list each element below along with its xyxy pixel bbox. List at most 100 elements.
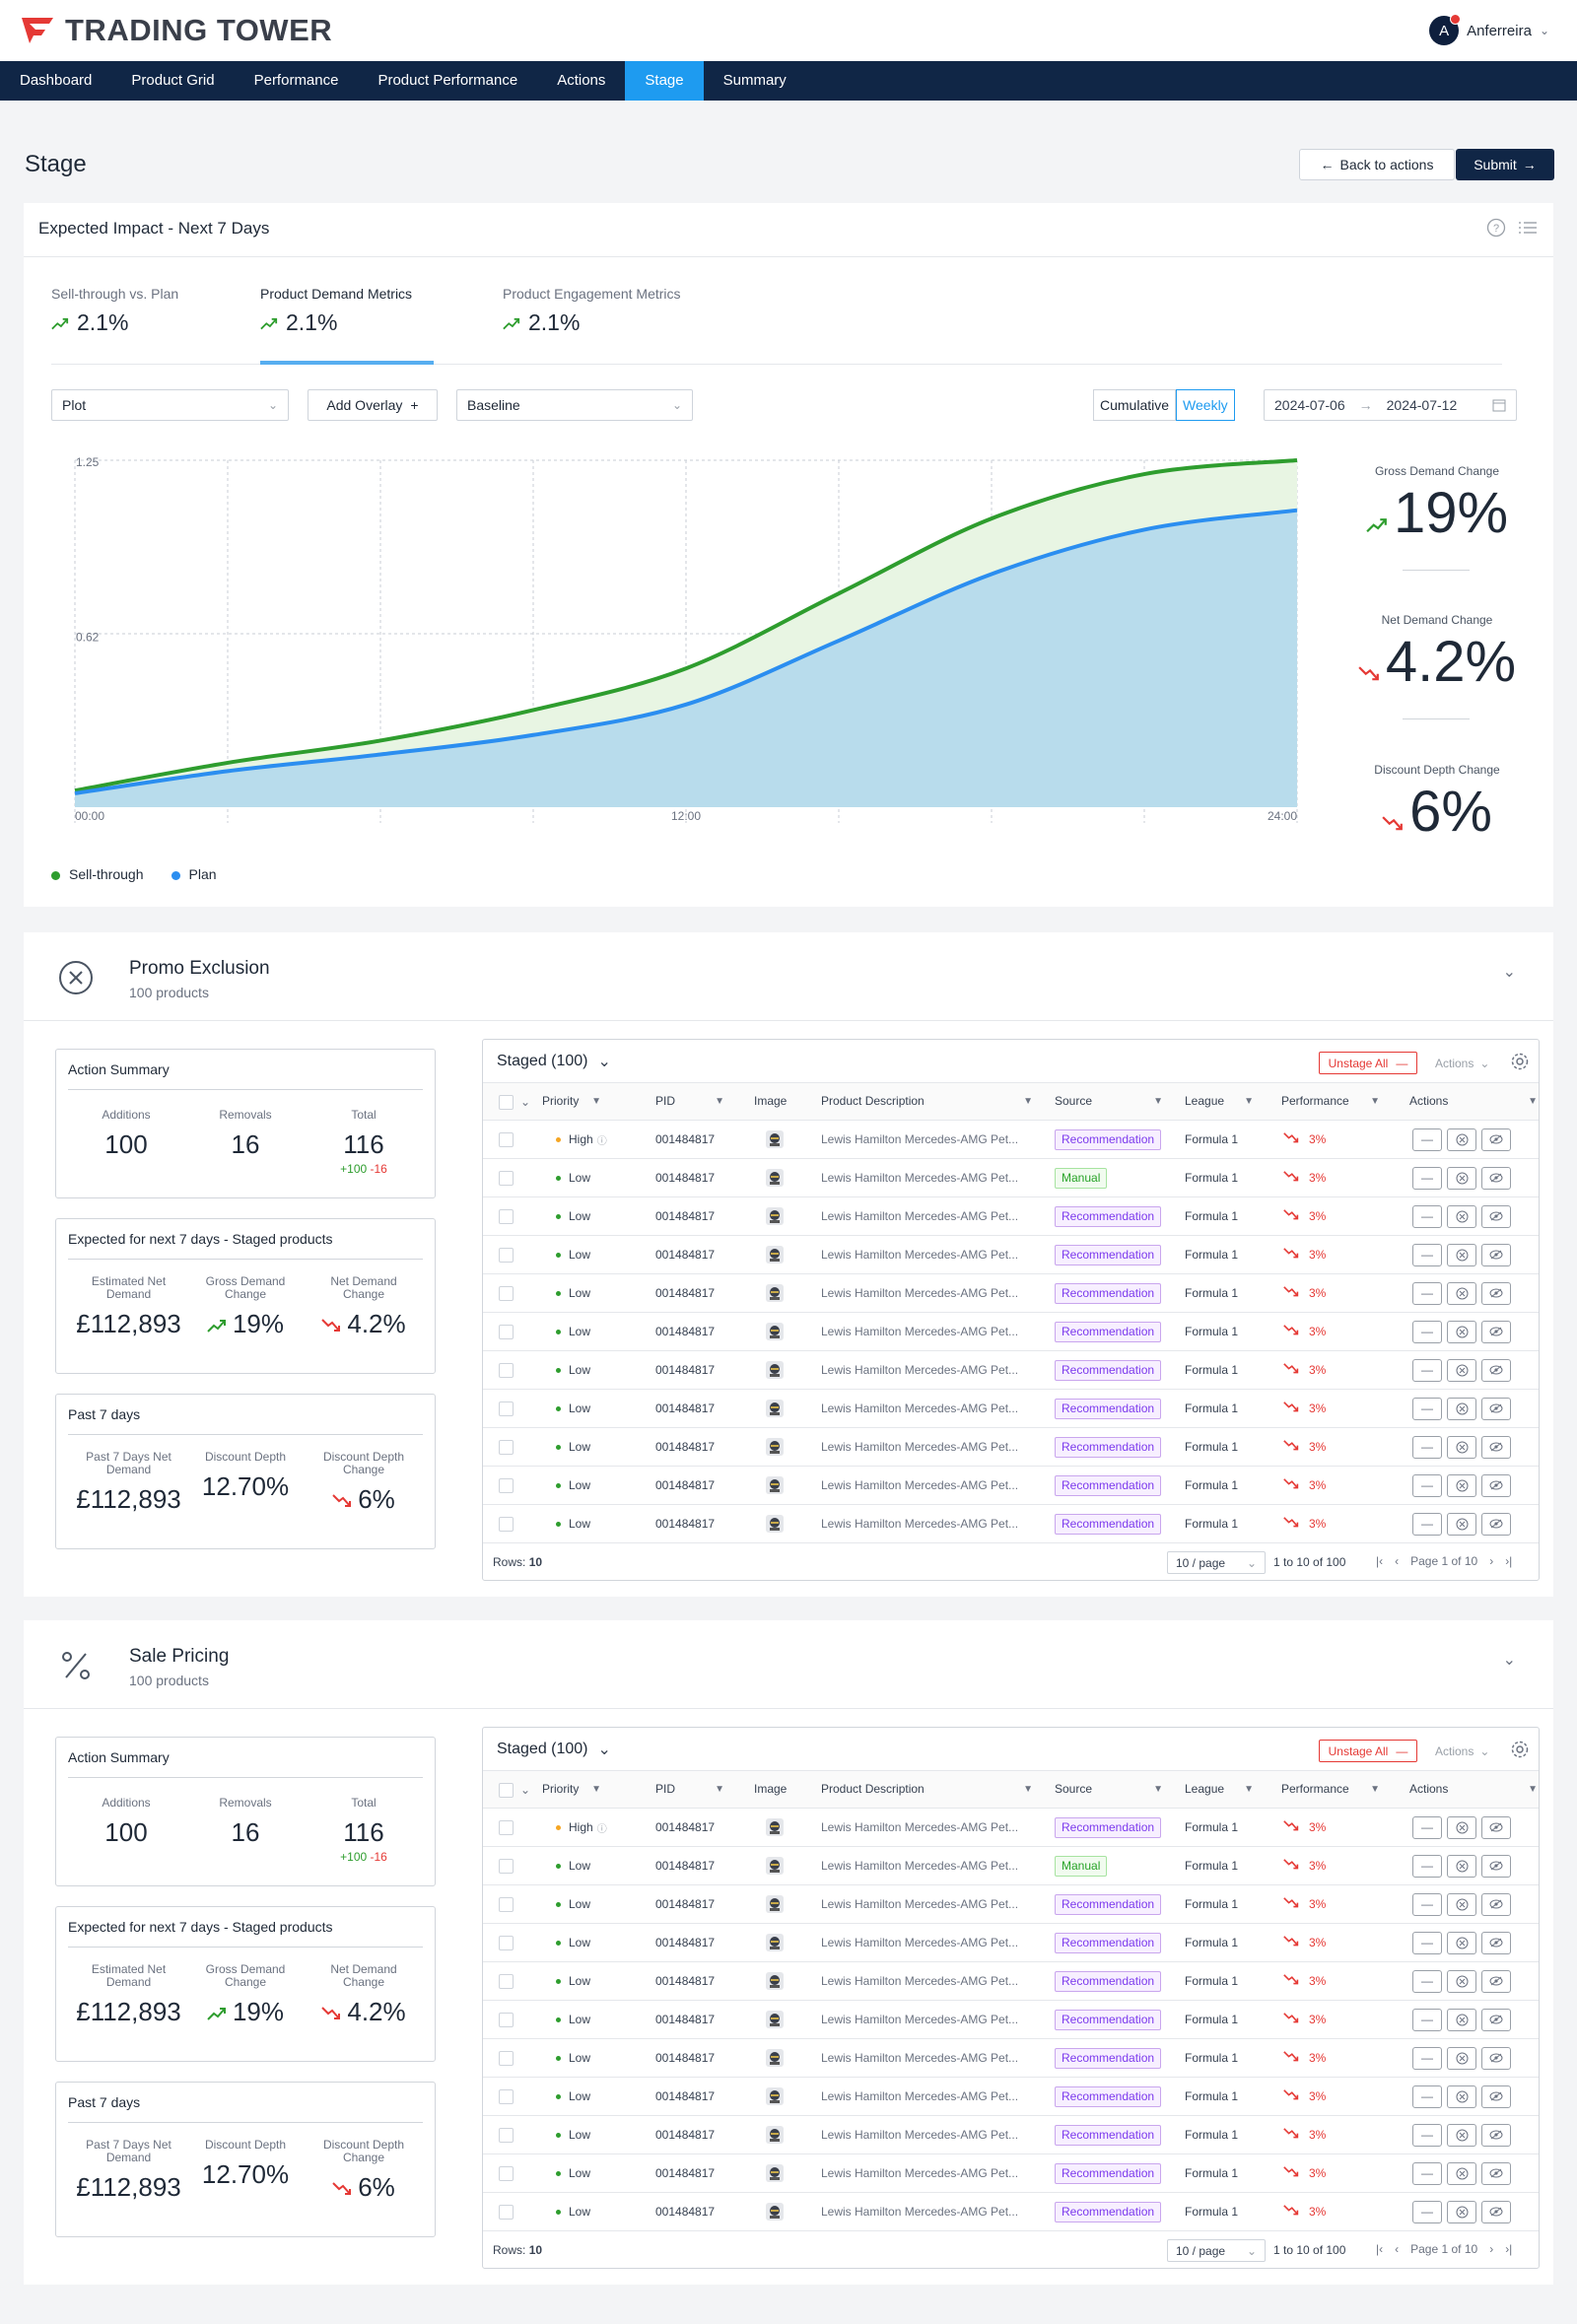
row-checkbox[interactable] xyxy=(499,1351,514,1389)
gear-icon[interactable] xyxy=(1510,1052,1530,1074)
actions-dropdown[interactable]: Actions ⌄ xyxy=(1429,1740,1495,1762)
first-page-icon[interactable]: |‹ xyxy=(1376,2242,1384,2256)
table-row[interactable]: Low 001484817 Lewis Hamilton Mercedes-AMG … xyxy=(483,2116,1539,2154)
first-page-icon[interactable]: |‹ xyxy=(1376,1554,1384,1568)
row-checkbox[interactable] xyxy=(499,1924,514,1961)
column-header[interactable]: PID ▼ xyxy=(655,1771,724,1808)
row-checkbox[interactable] xyxy=(499,2039,514,2077)
minus-button[interactable]: — xyxy=(1412,1281,1442,1305)
hide-button[interactable] xyxy=(1481,2161,1511,2185)
table-row[interactable]: Low 001484817 Lewis Hamilton Mercedes-AMG … xyxy=(483,2193,1539,2231)
table-row[interactable]: Low 001484817 Lewis Hamilton Mercedes-AMG … xyxy=(483,1428,1539,1467)
hide-button[interactable] xyxy=(1481,1931,1511,1954)
exclude-button[interactable] xyxy=(1447,1854,1476,1878)
row-checkbox[interactable] xyxy=(499,1197,514,1235)
nav-item-stage[interactable]: Stage xyxy=(625,61,704,101)
filter-icon[interactable]: ▼ xyxy=(591,1096,601,1107)
hide-button[interactable] xyxy=(1481,1892,1511,1916)
select-all-checkbox[interactable] xyxy=(499,1771,514,1809)
exclude-button[interactable] xyxy=(1447,1435,1476,1459)
nav-item-actions[interactable]: Actions xyxy=(557,72,606,89)
filter-icon[interactable]: ▼ xyxy=(1153,1784,1163,1795)
filter-icon[interactable]: ▼ xyxy=(1244,1096,1254,1107)
minus-button[interactable]: — xyxy=(1412,1243,1442,1266)
baseline-select[interactable]: Baseline ⌄ xyxy=(456,389,693,421)
row-checkbox[interactable] xyxy=(499,1274,514,1312)
exclude-button[interactable] xyxy=(1447,1397,1476,1420)
minus-button[interactable]: — xyxy=(1412,1969,1442,1993)
exclude-button[interactable] xyxy=(1447,2008,1476,2031)
exclude-button[interactable] xyxy=(1447,1969,1476,1993)
column-header[interactable]: Actions ▼ xyxy=(1409,1083,1538,1120)
exclude-button[interactable] xyxy=(1447,1473,1476,1497)
table-row[interactable]: Low 001484817 Lewis Hamilton Mercedes-AMG … xyxy=(483,2154,1539,2193)
column-header[interactable]: Product Description ▼ xyxy=(821,1771,1033,1808)
tab-sell-through[interactable]: Sell-through vs. Plan 2.1% xyxy=(51,286,178,336)
row-checkbox[interactable] xyxy=(499,1428,514,1466)
column-header[interactable]: Image xyxy=(754,1083,798,1120)
minus-button[interactable]: — xyxy=(1412,1815,1442,1839)
column-header[interactable]: Product Description ▼ xyxy=(821,1083,1033,1120)
filter-icon[interactable]: ▼ xyxy=(1023,1784,1033,1795)
column-header[interactable]: Source ▼ xyxy=(1055,1771,1163,1808)
column-header[interactable]: Priority ▼ xyxy=(542,1771,601,1808)
hide-button[interactable] xyxy=(1481,2123,1511,2147)
gear-icon[interactable] xyxy=(1510,1740,1530,1762)
minus-button[interactable]: — xyxy=(1412,2008,1442,2031)
legend-item[interactable]: Sell-through xyxy=(51,866,144,882)
add-overlay-button[interactable]: Add Overlay + xyxy=(308,389,438,421)
exclude-button[interactable] xyxy=(1447,1243,1476,1266)
minus-button[interactable]: — xyxy=(1412,1166,1442,1190)
next-page-icon[interactable]: › xyxy=(1489,1554,1494,1568)
tab-product-demand[interactable]: Product Demand Metrics 2.1% xyxy=(260,286,412,336)
table-row[interactable]: Low 001484817 Lewis Hamilton Mercedes-AMG … xyxy=(483,1197,1539,1236)
hide-button[interactable] xyxy=(1481,1204,1511,1228)
table-row[interactable]: Low 001484817 Lewis Hamilton Mercedes-AMG … xyxy=(483,1885,1539,1924)
list-icon[interactable] xyxy=(1518,218,1538,238)
exclude-button[interactable] xyxy=(1447,2085,1476,2108)
hide-button[interactable] xyxy=(1481,1358,1511,1382)
legend-item[interactable]: Plan xyxy=(171,866,217,882)
info-icon[interactable]: ⓘ xyxy=(596,1135,607,1147)
minus-button[interactable]: — xyxy=(1412,1931,1442,1954)
hide-button[interactable] xyxy=(1481,1435,1511,1459)
hide-button[interactable] xyxy=(1481,1128,1511,1151)
unstage-all-button[interactable]: Unstage All — xyxy=(1319,1740,1417,1762)
table-row[interactable]: Low 001484817 Lewis Hamilton Mercedes-AMG … xyxy=(483,1274,1539,1313)
minus-button[interactable]: — xyxy=(1412,2123,1442,2147)
weekly-toggle[interactable]: Weekly xyxy=(1176,389,1235,421)
filter-icon[interactable]: ▼ xyxy=(1370,1784,1380,1795)
minus-button[interactable]: — xyxy=(1412,2200,1442,2223)
section-header[interactable] xyxy=(24,932,1553,1021)
submit-button[interactable]: Submit → xyxy=(1456,149,1554,180)
row-checkbox[interactable] xyxy=(499,2078,514,2115)
prev-page-icon[interactable]: ‹ xyxy=(1395,1554,1400,1568)
row-checkbox[interactable] xyxy=(499,1390,514,1427)
actions-dropdown[interactable]: Actions ⌄ xyxy=(1429,1052,1495,1074)
table-row[interactable]: Low 001484817 Lewis Hamilton Mercedes-AMG … xyxy=(483,1962,1539,2001)
cumulative-toggle[interactable]: Cumulative xyxy=(1093,389,1177,421)
row-checkbox[interactable] xyxy=(499,2193,514,2230)
nav-item-product-grid[interactable]: Product Grid xyxy=(131,72,215,89)
row-checkbox[interactable] xyxy=(499,1313,514,1350)
exclude-button[interactable] xyxy=(1447,2200,1476,2223)
table-row[interactable]: Low 001484817 Lewis Hamilton Mercedes-AMG … xyxy=(483,1467,1539,1505)
minus-button[interactable]: — xyxy=(1412,1128,1442,1151)
filter-icon[interactable]: ▼ xyxy=(715,1096,724,1107)
hide-button[interactable] xyxy=(1481,1512,1511,1536)
exclude-button[interactable] xyxy=(1447,1815,1476,1839)
column-header[interactable]: League ▼ xyxy=(1185,1083,1254,1120)
page-size-select[interactable]: 10 / page ⌄ xyxy=(1167,1551,1266,1574)
filter-icon[interactable]: ▼ xyxy=(1528,1784,1538,1795)
exclude-button[interactable] xyxy=(1447,1320,1476,1343)
hide-button[interactable] xyxy=(1481,1473,1511,1497)
minus-button[interactable]: — xyxy=(1412,2085,1442,2108)
hide-button[interactable] xyxy=(1481,1166,1511,1190)
filter-icon[interactable]: ▼ xyxy=(1023,1096,1033,1107)
select-all-checkbox[interactable] xyxy=(499,1083,514,1121)
row-checkbox[interactable] xyxy=(499,1962,514,2000)
column-header[interactable]: League ▼ xyxy=(1185,1771,1254,1808)
filter-icon[interactable]: ▼ xyxy=(715,1784,724,1795)
row-checkbox[interactable] xyxy=(499,1467,514,1504)
column-header[interactable]: Priority ▼ xyxy=(542,1083,601,1120)
